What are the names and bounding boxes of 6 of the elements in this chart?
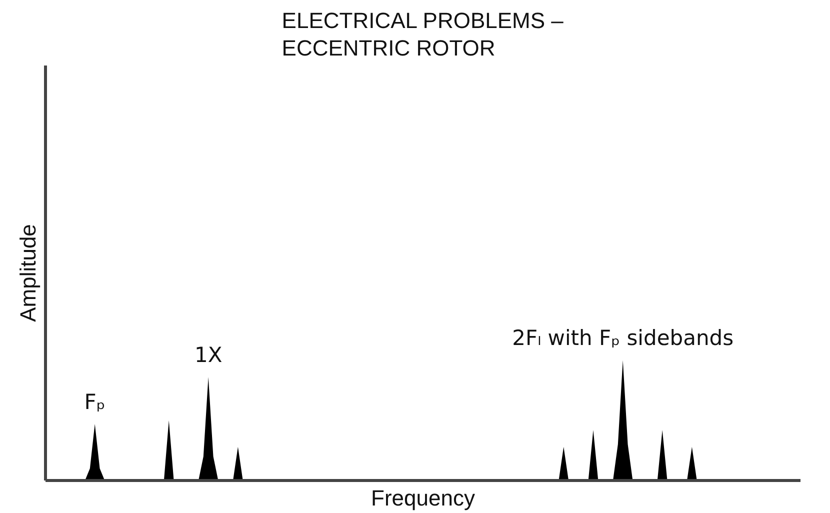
annotation: 1X: [194, 343, 222, 368]
chart-title: ELECTRICAL PROBLEMS – ECCENTRIC ROTOR: [282, 8, 564, 60]
x-axis-title: Frequency: [371, 486, 475, 510]
annotation: 2Fₗ with Fₚ sidebands: [512, 326, 734, 350]
annotation: Fₚ: [84, 390, 106, 414]
y-axis-title: Amplitude: [16, 224, 40, 322]
